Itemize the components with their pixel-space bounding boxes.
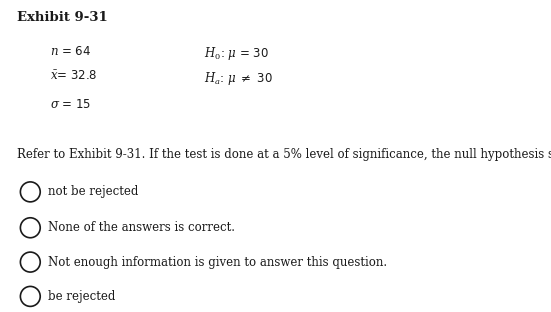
Text: Refer to Exhibit 9-31. If the test is done at a 5% level of significance, the nu: Refer to Exhibit 9-31. If the test is do… — [17, 148, 551, 161]
Text: Exhibit 9-31: Exhibit 9-31 — [17, 11, 107, 24]
Text: $\bar{x}$= 32.8: $\bar{x}$= 32.8 — [50, 70, 97, 83]
Text: not be rejected: not be rejected — [48, 185, 139, 198]
Text: $H_0$: $\mu$ = 30: $H_0$: $\mu$ = 30 — [204, 45, 269, 62]
Text: be rejected: be rejected — [48, 290, 116, 303]
Text: Not enough information is given to answer this question.: Not enough information is given to answe… — [48, 256, 387, 269]
Text: $H_a$: $\mu$ $\neq$ 30: $H_a$: $\mu$ $\neq$ 30 — [204, 70, 273, 87]
Text: None of the answers is correct.: None of the answers is correct. — [48, 221, 235, 234]
Text: $\sigma$ = 15: $\sigma$ = 15 — [50, 98, 91, 111]
Text: $n$ = 64: $n$ = 64 — [50, 45, 91, 58]
